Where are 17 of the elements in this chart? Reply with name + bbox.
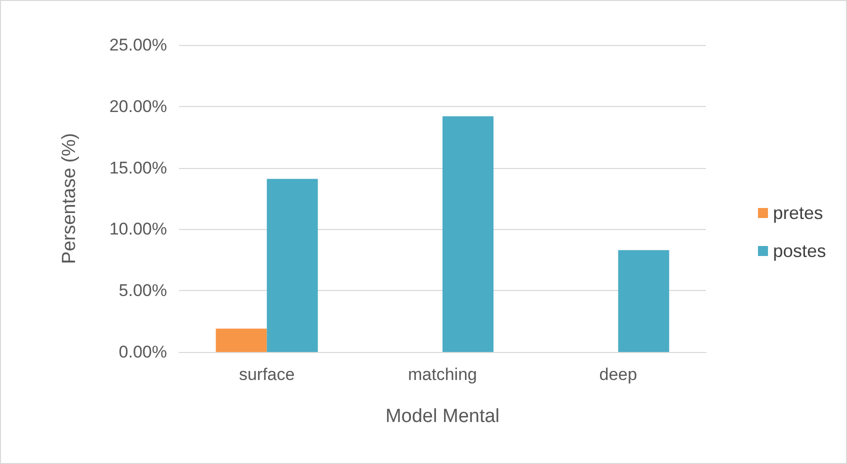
y-axis-title: Persentase (%) bbox=[59, 133, 80, 264]
y-tick-label: 0.00% bbox=[118, 342, 167, 362]
y-tick-label: 5.00% bbox=[118, 281, 167, 300]
y-tick-label: 15.00% bbox=[109, 158, 167, 178]
bar bbox=[216, 328, 267, 352]
y-tick-label: 10.00% bbox=[109, 220, 167, 239]
bar bbox=[442, 116, 494, 352]
legend-label: pretes bbox=[772, 203, 823, 223]
x-tick-label: deep bbox=[599, 365, 638, 384]
bar bbox=[618, 250, 670, 352]
bar bbox=[266, 178, 318, 352]
legend-label: postes bbox=[772, 241, 826, 261]
x-axis-title: Model Mental bbox=[385, 406, 500, 427]
y-tick-label: 20.00% bbox=[109, 96, 167, 116]
y-tick-label: 25.00% bbox=[109, 36, 167, 54]
x-tick-label: matching bbox=[408, 365, 477, 384]
x-tick-label: surface bbox=[238, 365, 295, 384]
